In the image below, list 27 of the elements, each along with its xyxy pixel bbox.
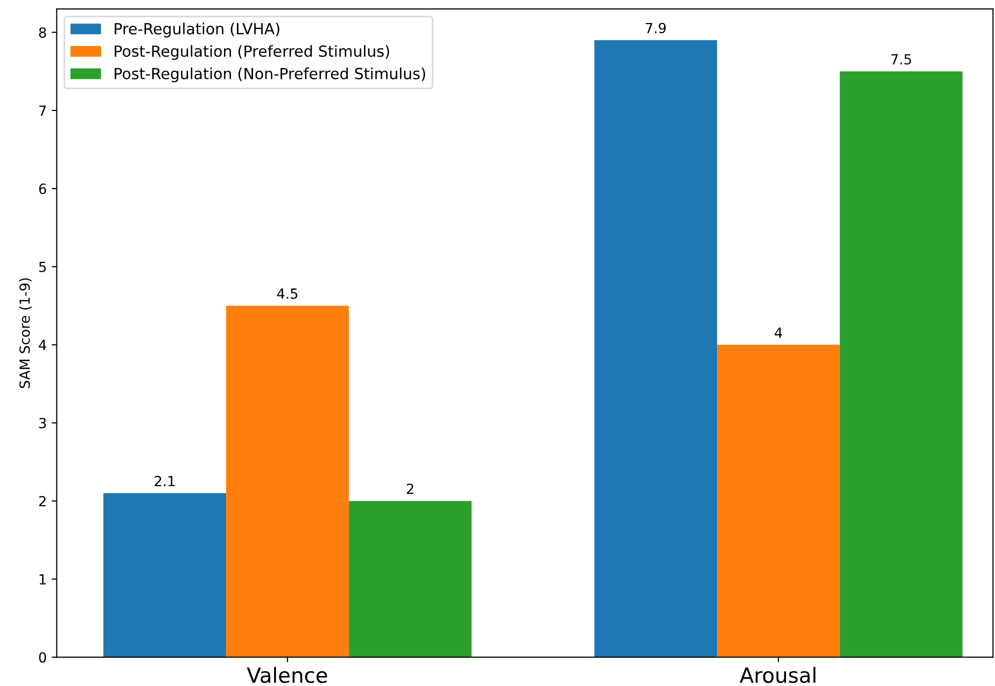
bar [717,344,840,658]
bar [840,71,963,658]
y-tick-label: 6 [39,184,46,194]
legend-label: Post-Regulation (Preferred Stimulus) [114,45,390,60]
bar [348,500,472,658]
bar [103,493,226,658]
data-label: 4.5 [277,288,298,299]
data-label: 4 [774,328,782,338]
y-tick-label: 3 [39,418,46,428]
y-axis-title: SAM Score (1-9) [19,278,32,388]
x-tick-label: Arousal [740,666,816,684]
y-tick-label: 1 [40,574,46,584]
y-tick-label: 5 [39,262,46,272]
data-label: 7.9 [646,22,666,34]
legend-label: Pre-Regulation (LVHA) [114,22,280,38]
y-tick-label: 8 [39,27,46,38]
x-tick-label: Valence [246,666,328,684]
y-tick-label: 4 [38,340,46,350]
y-tick-label: 2 [39,496,46,506]
data-label: 2.1 [154,476,174,486]
y-tick-label: 7 [39,106,46,116]
legend-label: Post-Regulation (Non-Preferred Stimulus) [114,68,426,82]
data-label: 7.5 [891,54,912,65]
bar [226,306,349,658]
y-tick-label: 0 [39,652,46,663]
bar [594,40,718,658]
data-label: 2 [406,484,414,494]
